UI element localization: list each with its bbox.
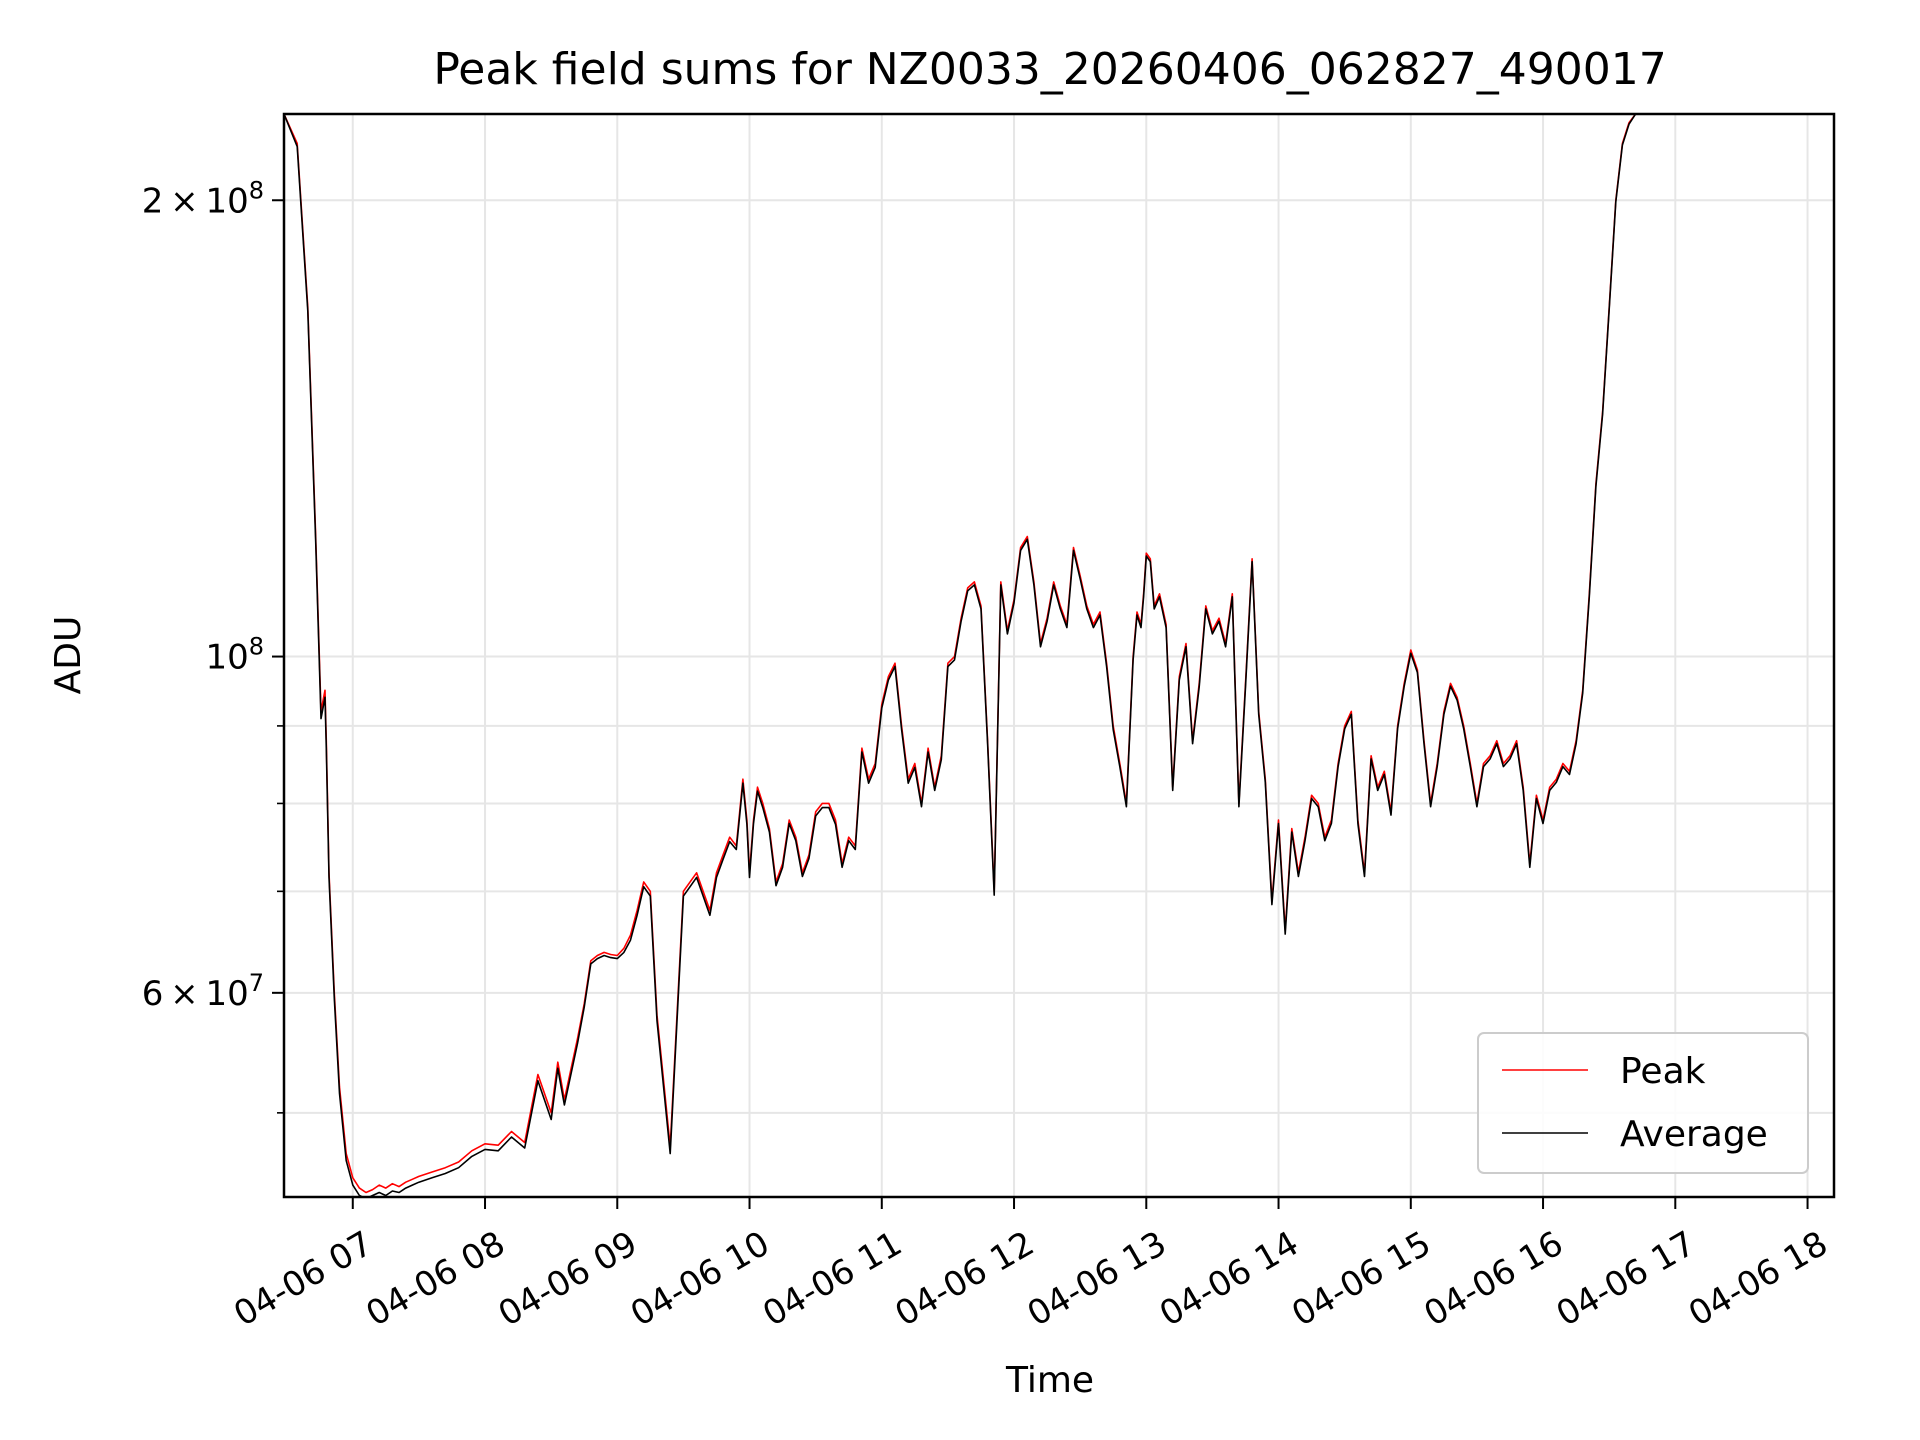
legend-label-peak: Peak [1620,1051,1706,1092]
chart-title: Peak field sums for NZ0033_20260406_0628… [433,44,1666,95]
plot-frame [282,112,1836,1199]
y-tick-label: 2 × 108 [142,176,264,221]
series-layer [284,114,1637,1197]
x-axis-label: Time [1005,1360,1094,1401]
y-tick-label: 6 × 107 [142,969,264,1014]
grid [284,114,1834,1197]
y-axis: 6 × 107 108 2 × 108 [142,176,284,1114]
y-tick-label: 108 [205,633,264,678]
legend-label-average: Average [1620,1114,1768,1155]
legend: Peak Average [1477,1032,1809,1174]
series-line-average [284,114,1637,1197]
legend-box [1477,1032,1809,1174]
y-axis-label: ADU [48,616,89,695]
